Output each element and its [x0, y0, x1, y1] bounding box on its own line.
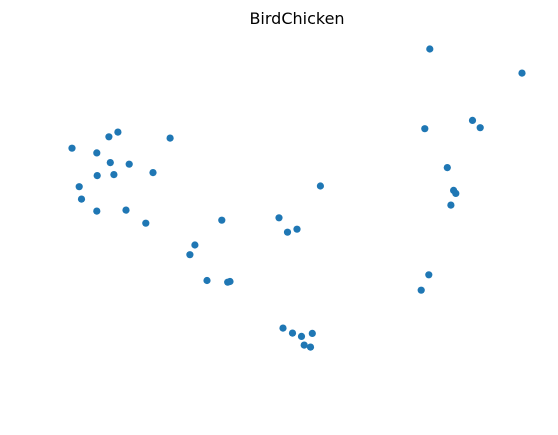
data-point-41 [306, 343, 315, 351]
data-point-9 [68, 144, 76, 152]
data-point-28 [275, 214, 283, 222]
data-point-4 [468, 116, 477, 124]
data-point-14 [110, 171, 118, 179]
data-point-27 [293, 225, 301, 233]
data-point-29 [283, 228, 292, 236]
data-point-2 [518, 69, 526, 77]
data-point-22 [77, 195, 86, 203]
data-point-21 [447, 201, 455, 209]
data-point-1 [426, 45, 434, 53]
data-point-24 [122, 206, 130, 214]
data-point-13 [93, 172, 101, 180]
data-point-7 [114, 128, 122, 136]
data-point-23 [93, 207, 101, 215]
data-point-37 [279, 324, 287, 332]
data-point-32 [425, 271, 433, 279]
data-point-39 [297, 332, 306, 340]
data-point-6 [166, 134, 174, 142]
data-point-11 [106, 159, 114, 167]
chart-title: BirdChicken [249, 9, 344, 28]
data-point-20 [452, 189, 460, 197]
data-point-30 [191, 241, 199, 249]
data-point-33 [203, 276, 211, 285]
data-point-15 [149, 169, 157, 177]
data-point-12 [125, 160, 133, 168]
data-point-25 [142, 219, 150, 227]
data-point-18 [316, 182, 324, 190]
data-point-38 [288, 329, 297, 337]
data-point-31 [186, 251, 194, 259]
data-point-10 [93, 149, 101, 157]
data-point-8 [105, 133, 113, 141]
data-point-40 [308, 329, 316, 337]
data-point-3 [421, 125, 429, 133]
data-point-26 [218, 216, 226, 224]
data-point-42 [300, 341, 308, 349]
data-point-17 [443, 164, 451, 172]
data-point-16 [75, 183, 83, 191]
data-point-35 [226, 277, 234, 286]
scatter-points [68, 45, 526, 351]
data-point-5 [476, 124, 484, 132]
data-point-36 [417, 286, 425, 294]
